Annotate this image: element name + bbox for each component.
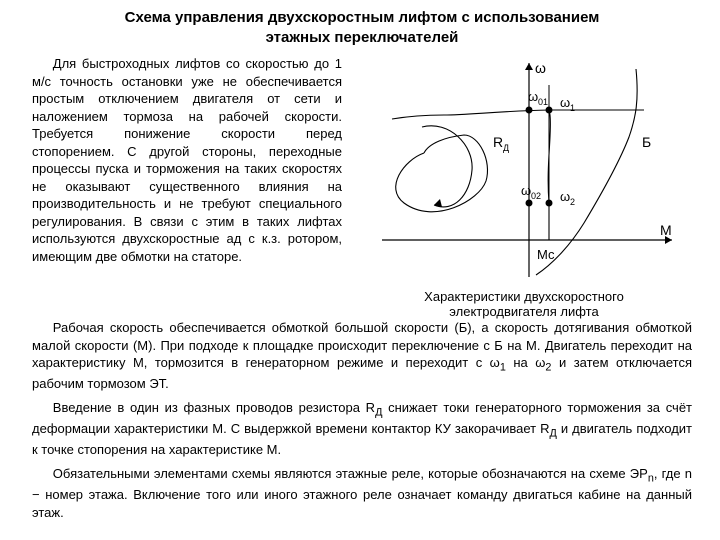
svg-text:ω: ω [528, 89, 538, 104]
svg-text:01: 01 [538, 97, 548, 107]
svg-text:2: 2 [570, 197, 575, 207]
paragraph-1: Для быстроходных лифтов со скоростью до … [32, 55, 342, 266]
svg-text:ω: ω [535, 60, 546, 76]
paragraph-4: Обязательными элементами схемы являются … [32, 465, 692, 521]
paragraph-3: Введение в один из фазных проводов резис… [32, 399, 692, 459]
svg-text:М: М [660, 222, 672, 238]
svg-text:1: 1 [570, 103, 575, 113]
svg-text:ω: ω [560, 189, 570, 204]
page-title: Схема управления двухскоростным лифтом с… [32, 8, 692, 47]
svg-text:Мс: Мс [537, 247, 555, 262]
svg-text:02: 02 [531, 191, 541, 201]
characteristics-chart: ωММсRДБω01ω1ω02ω2 [374, 55, 674, 285]
svg-text:Б: Б [642, 134, 651, 150]
svg-text:R: R [493, 134, 503, 150]
paragraph-2: Рабочая скорость обеспечивается обмоткой… [32, 319, 692, 393]
title-line-2: этажных переключателей [266, 29, 459, 46]
svg-text:ω: ω [560, 95, 570, 110]
svg-text:Д: Д [503, 143, 509, 153]
chart-caption: Характеристики двухскоростного электродв… [424, 289, 624, 319]
svg-text:ω: ω [521, 183, 531, 198]
title-line-1: Схема управления двухскоростным лифтом с… [125, 9, 600, 26]
